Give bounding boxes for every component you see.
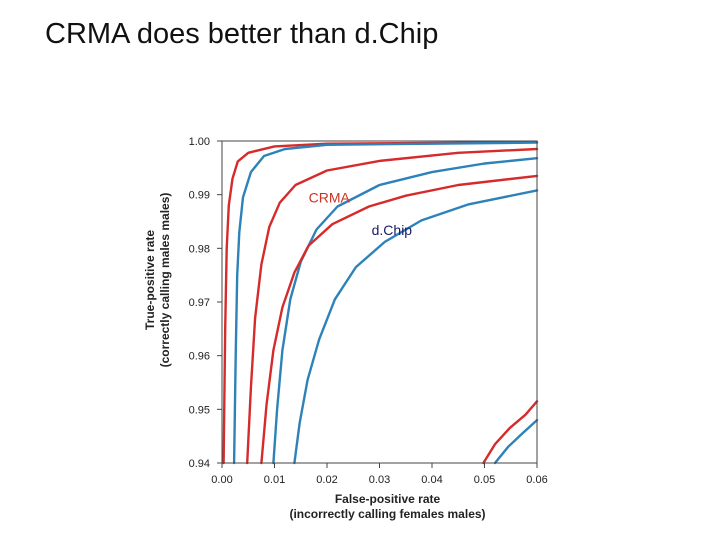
slide-title: CRMA does better than d.Chip <box>45 18 439 50</box>
series-line-crma-7 <box>482 400 539 465</box>
x-tick-label: 0.03 <box>369 474 390 486</box>
series-line-dchip-2 <box>232 141 539 465</box>
series-line-crma-5 <box>260 174 539 465</box>
series-line-dchip-6 <box>293 189 539 465</box>
chart-lines-group <box>222 140 539 465</box>
x-tick-label: 0.02 <box>316 474 337 486</box>
x-tick-label: 0.01 <box>264 474 285 486</box>
x-axis-label-line: False-positive rate <box>335 492 441 506</box>
series-line-crma-1 <box>222 140 539 465</box>
x-tick-label: 0.00 <box>211 474 232 486</box>
y-tick-label: 0.95 <box>189 404 210 416</box>
annotation-dchip: d.Chip <box>372 222 413 238</box>
series-line-crma-3 <box>246 147 539 465</box>
y-axis-label-line: True-positive rate <box>143 230 157 330</box>
x-tick-label: 0.04 <box>421 474 442 486</box>
x-axis-ticks: 0.00 0.01 0.02 0.03 0.04 0.05 0.06 <box>211 463 548 486</box>
x-tick-label: 0.05 <box>474 474 495 486</box>
x-axis-label-line: (incorrectly calling females males) <box>289 507 485 521</box>
x-axis-label: False-positive rate(incorrectly calling … <box>289 492 485 521</box>
y-tick-label: 0.99 <box>189 190 210 202</box>
y-tick-label: 0.97 <box>189 297 210 309</box>
plot-frame <box>221 140 538 464</box>
y-tick-label: 0.96 <box>189 351 210 363</box>
series-line-dchip-4 <box>272 157 539 465</box>
y-tick-label: 0.94 <box>189 458 210 470</box>
y-axis-ticks: 1.00 0.99 0.98 0.97 0.96 0.95 0.94 <box>189 136 222 470</box>
series-line-dchip-8 <box>493 418 539 465</box>
y-axis-label-line: (correctly calling males males) <box>158 193 172 368</box>
annotation-crma: CRMA <box>309 190 351 206</box>
x-tick-label: 0.06 <box>526 474 547 486</box>
y-tick-label: 0.98 <box>189 243 210 255</box>
y-tick-label: 1.00 <box>189 136 210 148</box>
chart-annotations: CRMA d.Chip <box>309 190 413 238</box>
y-axis-label: True-positive rate (correctly calling mal… <box>143 193 172 368</box>
